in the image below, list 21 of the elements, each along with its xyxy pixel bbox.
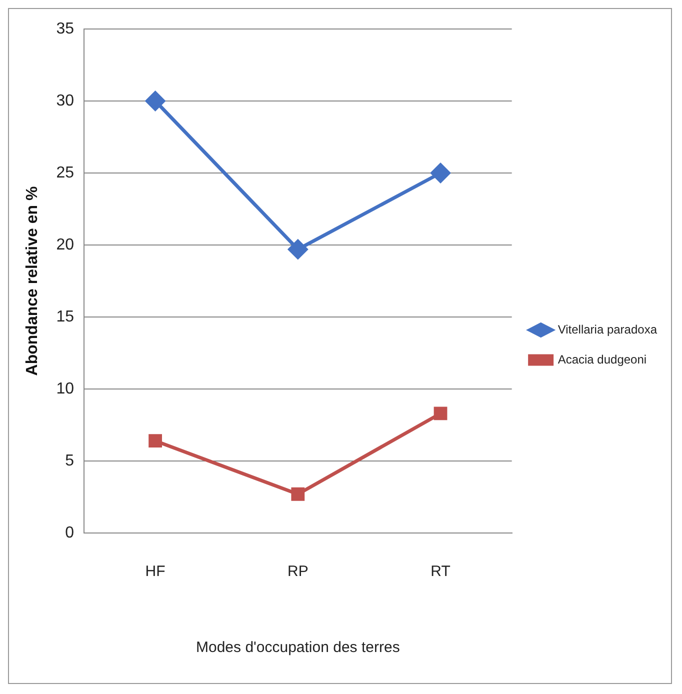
x-tick-label: RP [287, 563, 308, 580]
x-axis-title: Modes d'occupation des terres [196, 639, 400, 656]
point [148, 434, 162, 448]
y-tick-label: 20 [56, 236, 74, 254]
y-axis-title: Abondance relative en % [24, 186, 42, 376]
y-tick-label: 0 [65, 524, 74, 542]
y-tick-label: 15 [56, 308, 74, 326]
y-tick-label: 25 [56, 164, 74, 182]
y-tick-label: 5 [65, 452, 74, 470]
point [288, 240, 308, 260]
y-tick-label: 30 [56, 92, 74, 110]
legend-label: Acacia dudgeoni [558, 352, 647, 366]
y-tick-label: 10 [56, 380, 74, 398]
point [434, 406, 448, 420]
y-tick-label: 35 [56, 20, 74, 38]
legend-label: Vitellaria paradoxa [558, 322, 658, 336]
x-tick-label: RT [430, 563, 450, 580]
x-tick-label: HF [145, 563, 166, 580]
point [146, 91, 166, 111]
point [291, 487, 305, 501]
point [430, 163, 450, 183]
